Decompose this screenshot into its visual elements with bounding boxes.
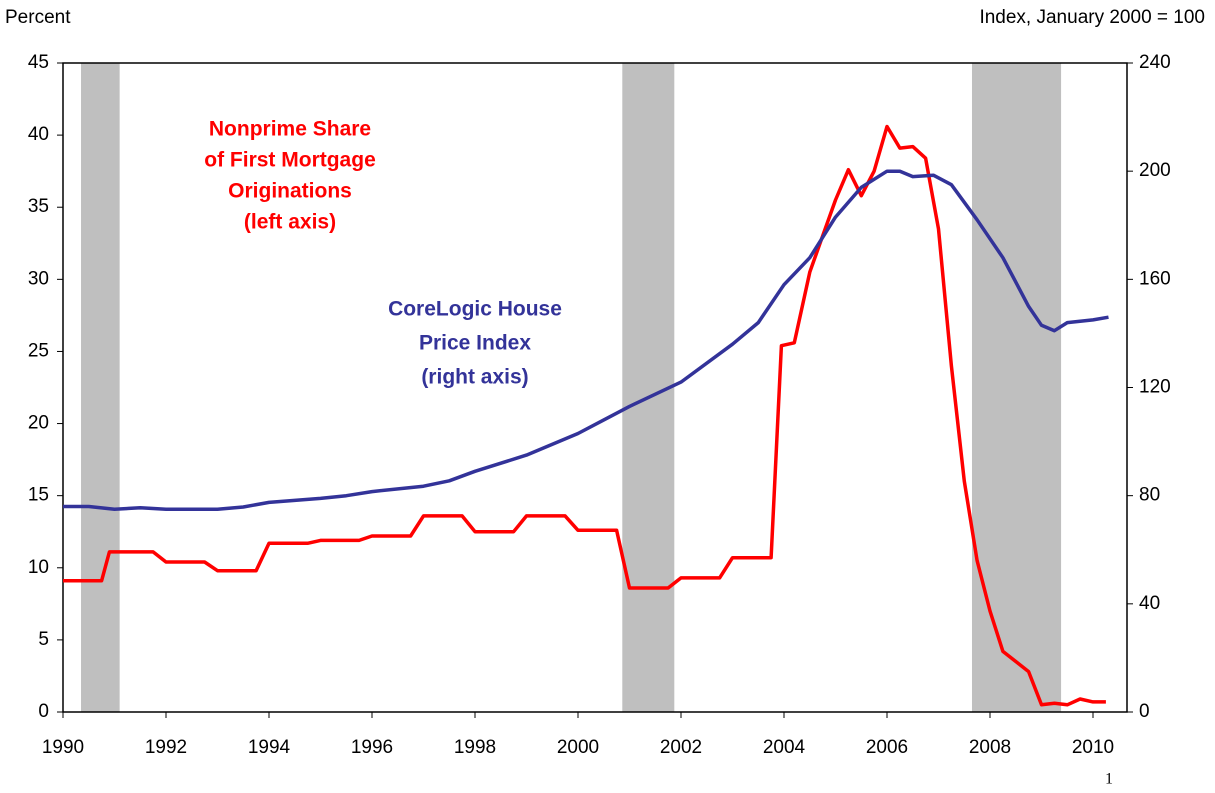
y-axis-label: Percent — [5, 7, 71, 28]
annotation: (left axis) — [244, 211, 336, 234]
y-tick-label: 30 — [28, 268, 49, 289]
annotation: Nonprime Share — [209, 118, 371, 141]
x-tick-label: 2008 — [969, 737, 1011, 758]
annotation: of First Mortgage — [204, 149, 376, 172]
x-tick-label: 2006 — [866, 737, 908, 758]
y-tick-label: 40 — [28, 124, 49, 145]
y2-tick-label: 120 — [1139, 377, 1171, 398]
x-tick-label: 2004 — [763, 737, 806, 758]
annotation: Price Index — [419, 332, 531, 355]
series-line — [63, 169, 1109, 511]
x-tick-label: 1992 — [145, 737, 187, 758]
x-tick-label: 2000 — [557, 737, 599, 758]
y-tick-label: 25 — [28, 340, 49, 361]
y2-tick-label: 80 — [1139, 485, 1160, 506]
y-tick-label: 15 — [28, 485, 49, 506]
series-line — [63, 124, 1106, 707]
annotation: Originations — [228, 180, 352, 203]
x-tick-label: 2002 — [660, 737, 702, 758]
y-tick-label: 0 — [38, 701, 49, 722]
y-tick-label: 35 — [28, 196, 49, 217]
y2-tick-label: 160 — [1139, 268, 1171, 289]
x-tick-label: 2010 — [1072, 737, 1114, 758]
recession-band — [81, 63, 120, 712]
annotation: CoreLogic House — [388, 298, 562, 321]
x-tick-label: 1998 — [454, 737, 496, 758]
y2-tick-label: 0 — [1139, 701, 1150, 722]
y-tick-label: 45 — [28, 52, 49, 73]
annotation: (right axis) — [421, 366, 528, 389]
y2-axis-label: Index, January 2000 = 100 — [979, 7, 1205, 28]
x-tick-label: 1990 — [42, 737, 84, 758]
x-tick-label: 1996 — [351, 737, 393, 758]
recession-band — [971, 63, 1062, 712]
y-tick-label: 20 — [28, 413, 49, 434]
y2-tick-label: 240 — [1139, 52, 1171, 73]
x-tick-label: 1994 — [248, 737, 291, 758]
y2-tick-label: 40 — [1139, 593, 1160, 614]
page-number: 1 — [1105, 771, 1113, 788]
y-tick-label: 10 — [28, 557, 49, 578]
y2-tick-label: 200 — [1139, 160, 1171, 181]
y-tick-label: 5 — [38, 629, 49, 650]
